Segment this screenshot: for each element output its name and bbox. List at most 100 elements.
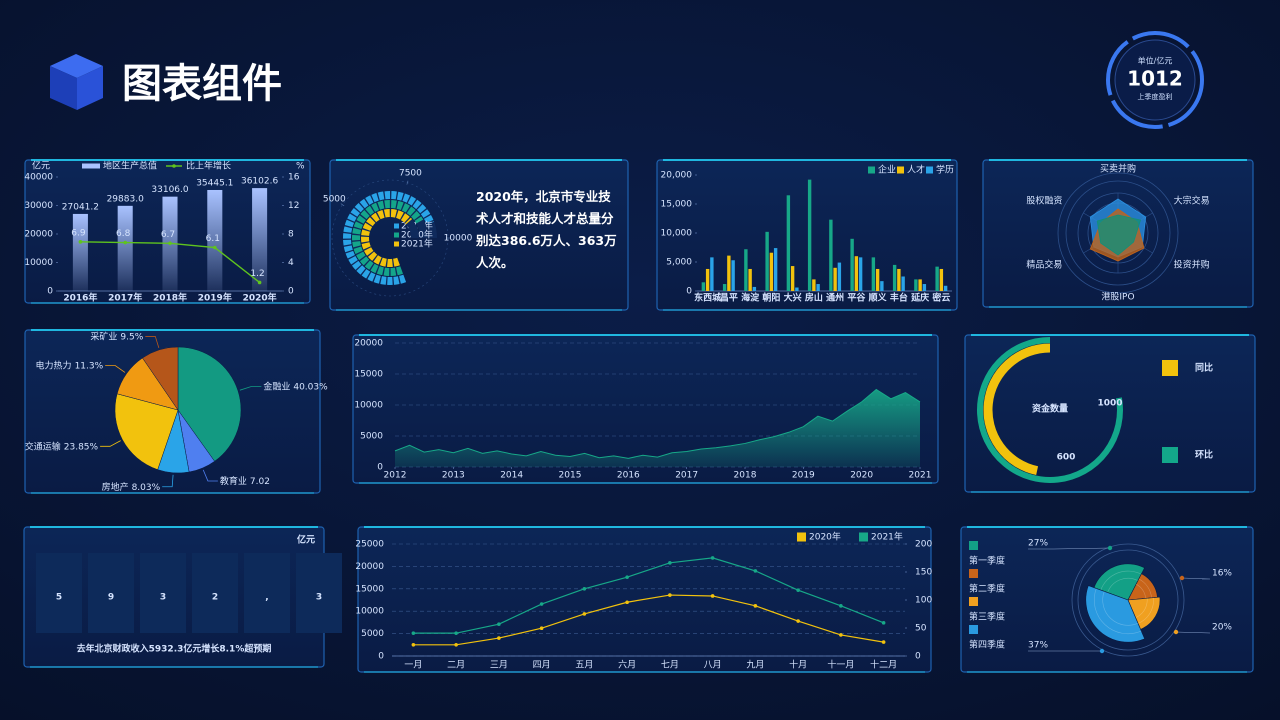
x-tick-label: 顺义 [869, 292, 888, 304]
radar-indicator: 港股IPO [1101, 291, 1134, 303]
line-point [454, 643, 458, 647]
x-tick-label: 大兴 [784, 292, 802, 304]
radial-bar [343, 191, 435, 285]
rose-sector [1127, 596, 1161, 630]
tick-label: 10000 [24, 258, 53, 268]
radar-indicator: 精品交易 [1026, 259, 1062, 271]
bar [858, 257, 863, 291]
legend-swatch [394, 232, 399, 238]
line-point [539, 626, 544, 631]
tick-mark [406, 180, 409, 185]
legend-swatch [394, 223, 399, 229]
digit-box [296, 553, 342, 633]
tick-label: 0 [47, 287, 53, 297]
category-label: 房地产 [102, 480, 129, 492]
leader-line [239, 386, 262, 391]
legend-swatch [969, 569, 978, 578]
axis-label: % [296, 162, 305, 172]
digit-box [140, 553, 186, 633]
bar-value-label: 35445.1 [196, 178, 233, 188]
rose-inner [1138, 578, 1152, 598]
x-tick-label: 2015 [559, 471, 582, 481]
tick-label: 15,000 [661, 200, 693, 210]
rose-inner [1100, 570, 1142, 591]
legend-swatch [969, 625, 978, 634]
line-point [753, 569, 758, 573]
gauge-value: 1000 [1097, 399, 1122, 409]
leader-line [1028, 547, 1111, 550]
tick-label: 4 [288, 258, 294, 268]
legend-label: 2021年 [871, 531, 903, 543]
legend-swatch [394, 241, 399, 247]
line-point [625, 575, 629, 579]
bar [701, 282, 706, 291]
legend-label: 第三季度 [969, 611, 1005, 623]
x-tick-label: 2012 [384, 471, 407, 481]
bar-value-label: 27041.2 [62, 202, 99, 212]
tick-label: 40000 [24, 173, 53, 183]
leader-dot [1107, 545, 1113, 551]
radar-area [1096, 214, 1142, 256]
value-label: 9.5% [120, 332, 143, 342]
bar [922, 284, 927, 291]
bar [871, 257, 876, 291]
line-point [625, 600, 629, 605]
digit-box [88, 553, 134, 633]
x-tick-label: 十月 [789, 659, 807, 671]
tick-label: 150 [915, 568, 932, 578]
pie-label: 交通运输 23.85% [25, 440, 99, 452]
x-tick-label: 房山 [805, 292, 823, 304]
bar [752, 286, 757, 291]
line-point [497, 622, 501, 626]
kpi-digit: 2 [212, 593, 218, 603]
bar [765, 231, 769, 291]
leader-line [202, 469, 218, 482]
rose-inner [1107, 577, 1139, 593]
bar-value-label: 29883.0 [107, 194, 144, 204]
tick-label: 5000 [323, 194, 346, 204]
x-tick-label: 2018 [734, 471, 757, 481]
bar [914, 279, 918, 291]
tick-label: 20000 [24, 230, 53, 240]
kpi-unit: 亿元 [297, 534, 315, 546]
area [395, 389, 920, 467]
line-value-label: 6.9 [71, 228, 86, 238]
legend-label: 环比 [1195, 449, 1213, 461]
x-tick-label: 二月 [447, 660, 465, 671]
rose-value-label: 37% [1028, 641, 1048, 651]
tick-label: 20000 [354, 339, 383, 349]
bar [773, 248, 778, 291]
badge [1106, 31, 1204, 129]
rose-inner [1135, 598, 1148, 618]
badge-value: 1012 [1127, 67, 1183, 91]
x-tick-label: 六月 [618, 659, 636, 671]
tick-label: 50 [915, 624, 927, 634]
rose-inner [1135, 583, 1146, 599]
radial-bar [361, 209, 413, 267]
rose-value-label: 27% [1028, 539, 1048, 549]
tick-label: 15000 [355, 584, 384, 594]
pie-label: 采矿业 9.5% [90, 330, 143, 342]
kpi-digit: 3 [316, 593, 322, 603]
tick-label: 7500 [399, 169, 422, 179]
line-point [753, 604, 758, 608]
bar-value-label: 36102.6 [241, 177, 278, 187]
leader-line [105, 365, 126, 373]
x-tick-label: 2018年 [153, 292, 187, 304]
legend-swatch [797, 532, 806, 542]
legend-swatch [868, 166, 875, 174]
value-label: 11.3% [75, 361, 104, 371]
tick-label: 25000 [355, 540, 384, 550]
line-point [839, 633, 843, 637]
bar [795, 287, 799, 291]
bar [892, 264, 897, 291]
category-label: 电力热力 [36, 359, 72, 371]
line-point [411, 643, 416, 647]
category-label: 交通运输 [25, 440, 61, 452]
tick-label: 200 [915, 540, 932, 550]
category-label: 金融业 [263, 380, 290, 392]
x-tick-label: 2017年 [108, 292, 142, 304]
rose-ring [1071, 543, 1185, 657]
line-point [796, 588, 800, 592]
leader-line [100, 440, 121, 447]
